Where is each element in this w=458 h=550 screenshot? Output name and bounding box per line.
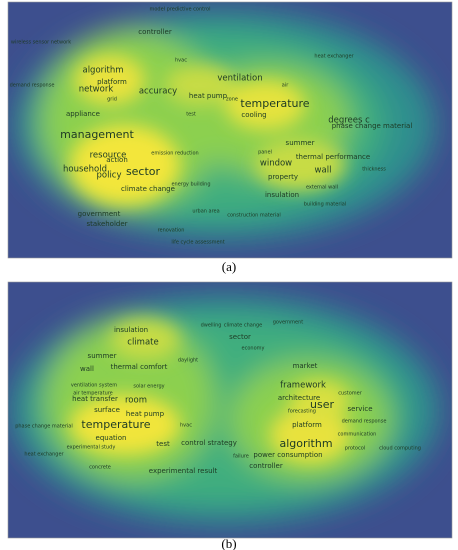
term: thermal comfort bbox=[111, 363, 168, 371]
term: thickness bbox=[362, 167, 386, 173]
term: hvac bbox=[180, 423, 192, 429]
panel-label: (b) bbox=[221, 536, 236, 550]
term: communication bbox=[338, 432, 377, 438]
term: renovation bbox=[158, 228, 185, 234]
term: demand response bbox=[342, 419, 387, 425]
term: cooling bbox=[241, 111, 266, 119]
term: framework bbox=[280, 381, 326, 391]
term: heat transfer bbox=[72, 395, 118, 403]
term: zone bbox=[226, 97, 238, 103]
term: heat exchanger bbox=[24, 452, 64, 458]
term: property bbox=[268, 173, 298, 181]
term: experimental result bbox=[149, 467, 218, 475]
term: user bbox=[310, 398, 334, 411]
term: emission reduction bbox=[151, 151, 198, 157]
term: architecture bbox=[278, 394, 320, 402]
term: model predictive control bbox=[150, 7, 211, 13]
term: construction material bbox=[227, 213, 281, 219]
term: dwelling bbox=[201, 323, 222, 329]
term: controller bbox=[138, 28, 172, 36]
term: control strategy bbox=[181, 439, 237, 447]
term: test bbox=[156, 440, 170, 448]
term: management bbox=[60, 128, 134, 141]
density-map-a bbox=[8, 2, 452, 258]
term: energy building bbox=[171, 182, 210, 188]
term: summer bbox=[88, 352, 117, 360]
term: policy bbox=[96, 171, 121, 181]
term: forecasting bbox=[288, 409, 316, 415]
term: temperature bbox=[81, 418, 150, 431]
term: wall bbox=[80, 365, 94, 373]
term: network bbox=[79, 85, 114, 95]
term: grid bbox=[107, 97, 117, 103]
term: market bbox=[293, 362, 318, 370]
term: household bbox=[63, 165, 107, 175]
term: external wall bbox=[306, 185, 338, 191]
term: thermal performance bbox=[296, 153, 370, 161]
term: building material bbox=[304, 202, 347, 208]
term: daylight bbox=[178, 358, 198, 364]
term: climate change bbox=[224, 323, 263, 329]
term: test bbox=[186, 112, 196, 118]
term: air temperature bbox=[73, 391, 113, 397]
term: insulation bbox=[265, 191, 299, 199]
term: government bbox=[273, 320, 304, 326]
term: algorithm bbox=[82, 66, 123, 76]
term: resource bbox=[90, 151, 127, 161]
term: economy bbox=[242, 346, 265, 352]
term: equation bbox=[96, 434, 127, 442]
term: platform bbox=[97, 78, 127, 86]
term: algorithm bbox=[279, 437, 332, 450]
term: power consumption bbox=[253, 451, 322, 459]
term: accuracy bbox=[139, 87, 177, 97]
term: window bbox=[260, 159, 292, 169]
term: experimental study bbox=[67, 445, 116, 451]
term: phase change material bbox=[332, 122, 413, 130]
term: platform bbox=[292, 421, 322, 429]
term: heat pump bbox=[189, 92, 228, 100]
term: wireless sensor network bbox=[11, 40, 71, 46]
term: sector bbox=[229, 333, 251, 341]
term: temperature bbox=[240, 97, 309, 110]
term: summer bbox=[286, 139, 315, 147]
term: ventilation bbox=[217, 74, 262, 84]
term: stakeholder bbox=[86, 220, 127, 228]
term: controller bbox=[249, 462, 283, 470]
term: degrees c bbox=[328, 116, 370, 126]
term: customer bbox=[338, 391, 362, 397]
term: government bbox=[78, 210, 121, 218]
term: air bbox=[282, 83, 289, 89]
term: service bbox=[347, 405, 372, 413]
term: ventilation system bbox=[71, 383, 117, 389]
density-map-b bbox=[8, 282, 452, 538]
term: phase change material bbox=[15, 424, 73, 430]
term: surface bbox=[94, 406, 120, 414]
term: action bbox=[106, 156, 128, 164]
term: solar energy bbox=[133, 384, 164, 390]
term: panel bbox=[258, 150, 272, 156]
term: wall bbox=[315, 166, 332, 176]
term: room bbox=[125, 396, 147, 406]
term: appliance bbox=[66, 110, 100, 118]
term: heat exchanger bbox=[314, 54, 354, 60]
term: life cycle assessment bbox=[171, 240, 224, 246]
term: hvac bbox=[175, 58, 187, 64]
term: cloud computing bbox=[379, 446, 421, 452]
term: urban area bbox=[192, 209, 219, 215]
term: heat pump bbox=[126, 410, 165, 418]
panel-label: (a) bbox=[222, 259, 236, 274]
term: climate bbox=[127, 338, 158, 348]
term: sector bbox=[126, 165, 161, 178]
term: protocol bbox=[345, 446, 365, 452]
term: demand response bbox=[10, 83, 55, 89]
term: insulation bbox=[114, 326, 148, 334]
term: climate change bbox=[121, 185, 175, 193]
term: concrete bbox=[89, 465, 111, 471]
term: failure bbox=[233, 454, 249, 460]
